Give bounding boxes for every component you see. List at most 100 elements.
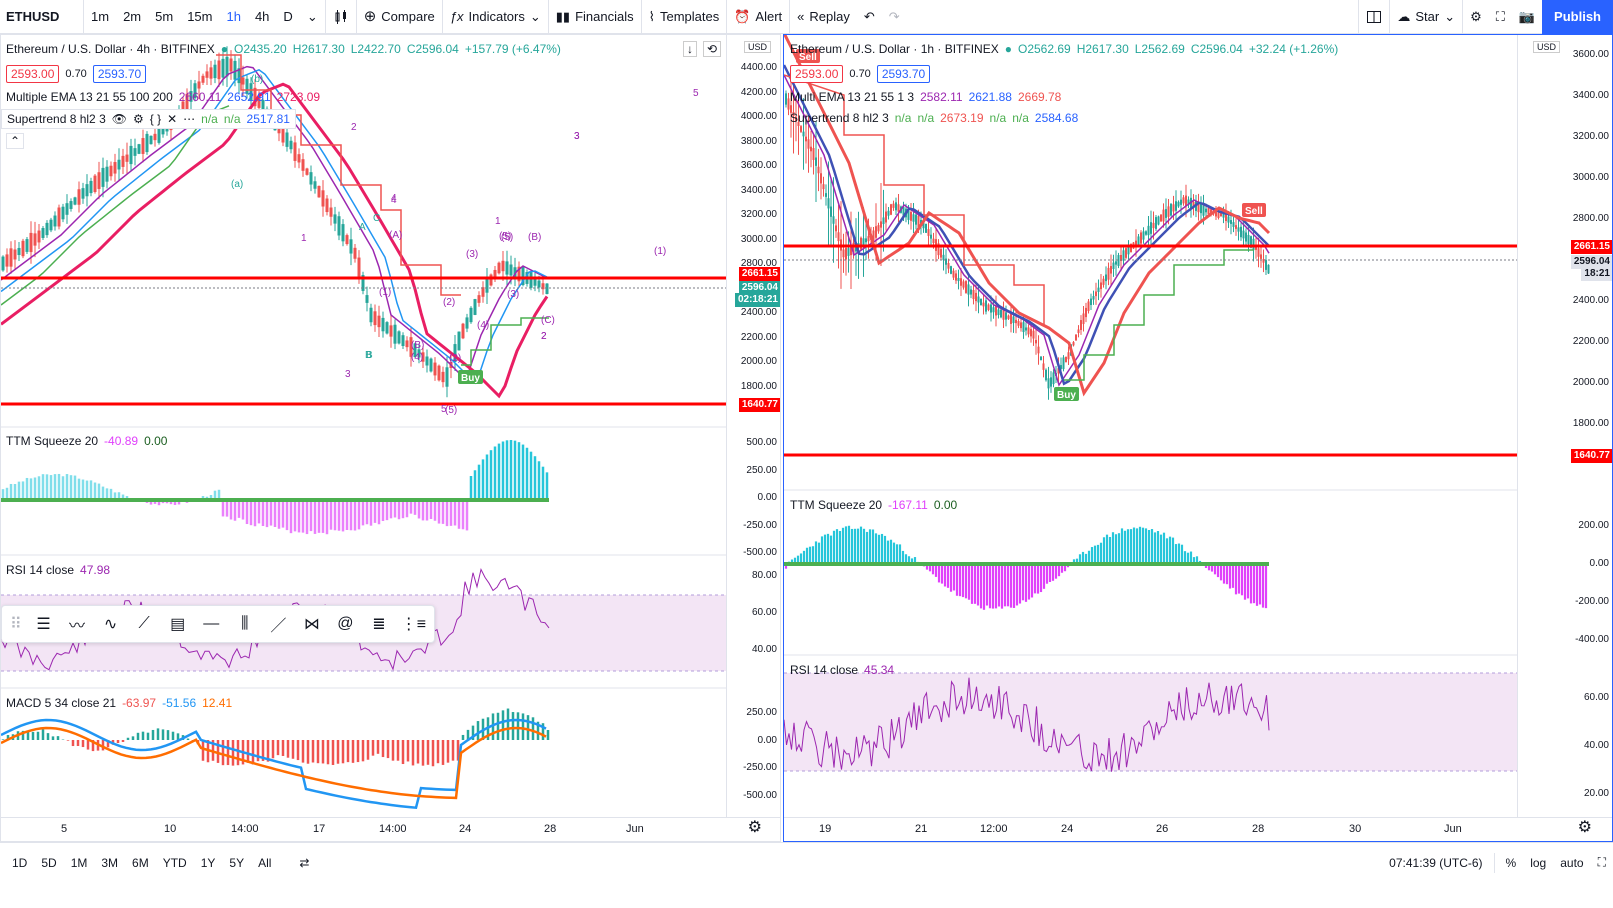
chart-panel-left[interactable]: (b) (a) 5 3 2 4 1 3 B (1) (2) (B) (3) (4) (5) (C) 2 1 (5)(… (0, 34, 781, 842)
publish-button[interactable]: Publish (1542, 0, 1613, 34)
interval-15m[interactable]: 15m (187, 8, 213, 24)
auto-toggle[interactable]: auto (1560, 855, 1584, 870)
support-price-label[interactable]: 1640.77 (738, 398, 780, 412)
candle-body (113, 162, 117, 174)
collapse-legend-button[interactable]: ⌃ (6, 133, 25, 149)
drawing-favorites-toolbar[interactable]: ⠿ ☰ 〰 ∿ ⟋ ▤ — ⫼ ／ ⋈ @ ≣ ⋮≡ (1, 605, 435, 643)
candle-body (1117, 255, 1120, 266)
right-currency-label[interactable]: USD (1533, 41, 1561, 53)
gear-icon[interactable]: ⚙ (747, 819, 762, 836)
log-toggle[interactable]: log (1530, 855, 1547, 870)
candle-body (875, 226, 877, 238)
range-3M[interactable]: 3M (101, 855, 119, 870)
resistance-price-label[interactable]: 2661.15 (738, 267, 780, 281)
supertrend-up-line-2 (461, 317, 549, 366)
horizontal-lines-icon[interactable]: ☰ (36, 616, 51, 633)
interval-2m[interactable]: 2m (123, 8, 142, 24)
trend-line-icon[interactable]: ⟋ (138, 615, 150, 632)
resistance-price-label[interactable]: 2661.15 (1570, 240, 1612, 254)
close-icon[interactable]: ✕ (167, 112, 178, 126)
abc-wave-icon[interactable]: ∿ (103, 616, 118, 633)
left-bid-box[interactable]: 2593.00 (6, 65, 60, 83)
undo-icon[interactable]: ↶ (863, 8, 875, 24)
gear-icon[interactable]: ⚙ (1577, 819, 1592, 836)
interval-1h[interactable]: 1h (226, 8, 241, 24)
candle-body (365, 295, 369, 303)
star-button[interactable]: ☁ Star ⌄ (1390, 0, 1462, 34)
left-currency-label[interactable]: USD (744, 41, 772, 53)
candle-body (241, 77, 245, 85)
left-ema-val-2: 2652.91 (227, 90, 271, 104)
last-price-label[interactable]: 2596.04 (1570, 255, 1612, 269)
more-icon[interactable]: ⋯ (183, 112, 196, 126)
candles-icon[interactable] (326, 0, 356, 34)
clock-time[interactable]: 07:41:39 (UTC-6) (1389, 855, 1483, 870)
last-price-label[interactable]: 2596.04 (738, 281, 780, 295)
interval-4h[interactable]: 4h (254, 8, 270, 24)
countdown-label[interactable]: 02:18:21 (734, 293, 780, 307)
right-bid-ask: 2593.00 0.70 2593.70 (790, 65, 931, 83)
fullscreen-icon[interactable]: ⛶ (1597, 855, 1606, 869)
percent-toggle[interactable]: % (1505, 855, 1517, 870)
range-5D[interactable]: 5D (41, 855, 57, 870)
gear-icon[interactable]: ⚙ (132, 112, 144, 126)
chevron-down-icon[interactable]: ⌄ (306, 8, 318, 24)
goto-date-icon[interactable]: ⇄ (299, 855, 310, 870)
elliott-wave-icon[interactable]: 〰 (69, 618, 86, 635)
right-time-axis[interactable]: 19 21 12:00 24 26 28 30 Jun (784, 817, 1612, 841)
symbol-search[interactable]: ETHUSD (0, 0, 84, 34)
compare-button[interactable]: ⊕ Compare (357, 0, 442, 34)
eye-icon[interactable]: 👁 (111, 112, 127, 126)
layout-icon[interactable] (1359, 0, 1389, 34)
indicators-button[interactable]: ƒx Indicators ⌄ (443, 0, 548, 34)
range-All[interactable]: All (258, 855, 272, 870)
right-bid-box[interactable]: 2593.00 (790, 65, 844, 83)
horizontal-ray-icon[interactable]: — (203, 615, 220, 632)
countdown-label[interactable]: 18:21 (1581, 267, 1612, 281)
left-price-axis[interactable]: USD 4400.00 4200.00 4000.00 3800.00 3600.00 3… (726, 35, 780, 841)
ema-55-line (784, 35, 1271, 397)
right-price-axis[interactable]: USD 3600.00 3400.00 3200.00 3000.00 2800.00 2… (1517, 35, 1612, 841)
candle-body (45, 222, 49, 236)
parallel-channel-icon[interactable]: ▤ (170, 616, 186, 633)
elliott-wave-label: 2 (541, 331, 547, 342)
left-ask-box[interactable]: 2593.70 (92, 65, 147, 83)
candle-body (137, 144, 141, 154)
refresh-icon[interactable]: ⟲ (703, 41, 722, 57)
interval-5m[interactable]: 5m (155, 8, 174, 24)
pattern-icon[interactable]: ⋈ (303, 616, 320, 633)
chart-panel-right[interactable]: Buy Sell Sell Ethereum / U.S. Dollar · 1h … (783, 34, 1613, 842)
elliott-wave-label: (C) (541, 315, 555, 326)
gear-icon[interactable]: ⚙ (1470, 9, 1482, 24)
fib-spiral-icon[interactable]: @ (337, 615, 354, 632)
range-YTD[interactable]: YTD (162, 855, 187, 870)
range-1Y[interactable]: 1Y (200, 855, 216, 870)
alert-button[interactable]: ⏰ Alert (727, 0, 789, 34)
interval-D[interactable]: D (283, 8, 293, 24)
code-icon[interactable]: { } (149, 112, 162, 126)
support-price-label[interactable]: 1640.77 (1570, 449, 1612, 463)
right-chart-canvas[interactable]: Buy Sell Sell (784, 35, 1613, 842)
fib-extension-icon[interactable]: ⋮≡ (400, 616, 427, 633)
templates-button[interactable]: ⌇ Templates (642, 0, 727, 34)
left-time-axis[interactable]: 5 10 14:00 17 14:00 24 28 Jun (1, 817, 780, 841)
range-1D[interactable]: 1D (12, 855, 28, 870)
redo-icon[interactable]: ↷ (888, 8, 900, 24)
camera-icon[interactable]: 📷 (1518, 9, 1536, 24)
replay-button[interactable]: «Replay (790, 0, 857, 34)
vertical-lines-icon[interactable]: ⫼ (241, 615, 249, 632)
range-6M[interactable]: 6M (132, 855, 149, 870)
ray-icon[interactable]: ／ (270, 618, 287, 635)
range-1M[interactable]: 1M (70, 855, 88, 870)
download-icon[interactable]: ↓ (683, 41, 697, 57)
financials-button[interactable]: ▮▮ Financials (549, 0, 641, 34)
candle-body (912, 214, 915, 222)
candle-body (1135, 240, 1137, 246)
right-ask-box[interactable]: 2593.70 (876, 65, 931, 83)
drag-handle-icon[interactable]: ⠿ (10, 616, 22, 633)
interval-1m[interactable]: 1m (91, 8, 110, 24)
fullscreen-icon[interactable]: ⛶ (1495, 9, 1505, 24)
fib-retracement-icon[interactable]: ≣ (372, 616, 386, 633)
candle-body (967, 284, 970, 295)
range-5Y[interactable]: 5Y (229, 855, 245, 870)
